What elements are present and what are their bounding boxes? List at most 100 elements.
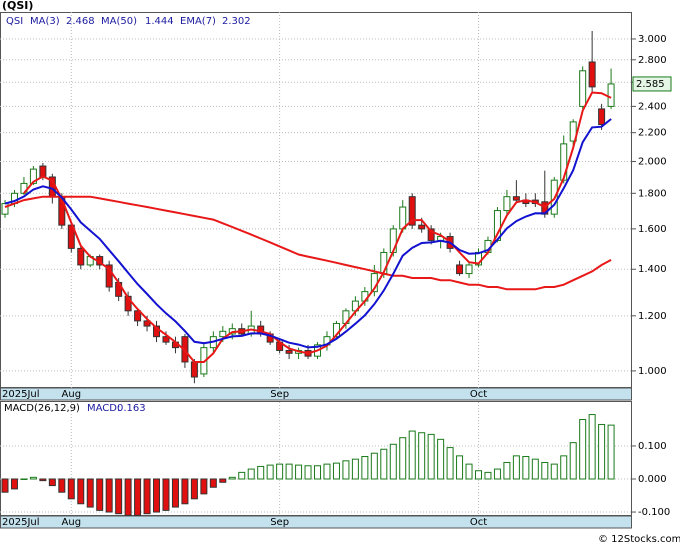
macd-bar <box>408 430 416 480</box>
macd-bar <box>342 460 350 480</box>
macd-bar <box>295 464 303 480</box>
legend-label: EMA(7) <box>180 16 216 27</box>
x-tick-label: Aug <box>62 389 82 400</box>
macd-bar <box>427 433 435 480</box>
macd-bar <box>153 478 161 513</box>
y-tick-label: 1.200 <box>638 311 667 322</box>
macd-bar <box>541 461 549 480</box>
candle-body <box>219 330 227 338</box>
last-price-box <box>632 76 672 92</box>
macd-bar <box>370 452 378 480</box>
x-tick-label: 2025Jul <box>2 517 40 528</box>
y-tick-label: 2.000 <box>638 156 667 167</box>
candle-body <box>162 336 170 343</box>
macd-bar <box>266 464 274 480</box>
macd-bar <box>550 463 558 480</box>
candle-body <box>285 349 293 354</box>
macd-bar <box>380 448 388 480</box>
macd-bar <box>67 478 75 500</box>
y-tick-label: 0.000 <box>638 474 667 485</box>
legend-symbol: QSI <box>6 16 23 27</box>
macd-bar <box>285 463 293 480</box>
candle-body <box>456 264 464 275</box>
macd-bar <box>503 461 511 480</box>
macd-bar <box>105 478 113 513</box>
candle-body <box>134 310 142 322</box>
macd-bar <box>219 478 227 483</box>
macd-bar <box>228 476 236 480</box>
legend-label: MA(3) <box>30 16 60 27</box>
macd-bar <box>399 437 407 480</box>
y-tick-label: 1.800 <box>638 188 667 199</box>
candle-body <box>465 264 473 275</box>
macd-bar <box>238 471 246 480</box>
y-tick-label: 0.100 <box>638 441 667 452</box>
indicator-line <box>23 91 612 363</box>
macd-bar <box>20 478 28 480</box>
macd-bar <box>200 478 208 495</box>
indicator-line <box>4 195 612 291</box>
macd-bar <box>39 478 47 482</box>
macd-bar <box>190 478 198 500</box>
y-tick-label: 1.600 <box>638 224 667 235</box>
macd-bar <box>96 478 104 511</box>
macd-legend-label: MACD: <box>87 403 120 414</box>
footer: © 12Stocks.com <box>598 534 680 545</box>
y-tick-label: 2.800 <box>638 55 667 66</box>
x-tick-label: Aug <box>62 517 82 528</box>
legend-value: 2.302 <box>222 16 251 27</box>
macd-bar <box>418 432 426 480</box>
macd-bar <box>48 478 56 487</box>
macd-bar <box>77 478 85 505</box>
x-tick-label: Oct <box>470 517 487 528</box>
macd-legend-value: 0.163 <box>117 403 146 414</box>
macd-title: MACD(26,12,9) <box>4 403 80 414</box>
y-tick-label: 1.000 <box>638 366 667 377</box>
candle-body <box>427 228 435 241</box>
macd-bar <box>475 470 482 480</box>
indicator-line <box>4 118 612 349</box>
macd-bar <box>134 478 142 516</box>
legend-label: MA(50) <box>101 16 137 27</box>
macd-bar <box>257 465 265 480</box>
macd-bar <box>86 478 94 508</box>
candle-body <box>105 264 113 288</box>
candle-body <box>418 224 426 230</box>
candle-body <box>569 121 577 142</box>
macd-bar <box>560 455 568 480</box>
macd-bar <box>607 424 615 480</box>
macd-bar <box>588 414 596 480</box>
candle-body <box>1 203 9 215</box>
candle-body <box>607 83 615 107</box>
candle-body <box>579 70 587 107</box>
candle-body <box>29 168 37 184</box>
macd-bar <box>437 438 445 480</box>
macd-bar <box>304 465 312 480</box>
macd-bar <box>531 458 539 480</box>
candle-body <box>408 196 416 226</box>
macd-bar <box>522 456 530 480</box>
candle-body <box>39 165 47 178</box>
candle-body <box>512 196 520 201</box>
macd-bar <box>456 455 464 480</box>
candle-body <box>143 320 151 327</box>
macd-bar <box>332 462 340 480</box>
macd-bar <box>143 478 151 515</box>
macd-bar <box>323 463 331 480</box>
candle-body <box>598 108 606 126</box>
candle-body <box>153 325 161 338</box>
macd-bar <box>115 478 123 515</box>
candle-body <box>503 196 511 212</box>
x-tick-label: Oct <box>470 389 487 400</box>
date-strip <box>0 515 632 529</box>
macd-bar <box>512 455 520 480</box>
macd-bar <box>493 468 501 480</box>
y-tick-label: 3.000 <box>638 34 667 45</box>
y-tick-label: 1.400 <box>638 264 667 275</box>
macd-bar <box>58 478 66 493</box>
candle-body <box>588 61 596 88</box>
date-strip <box>0 387 632 401</box>
x-tick-label: Sep <box>270 517 289 528</box>
